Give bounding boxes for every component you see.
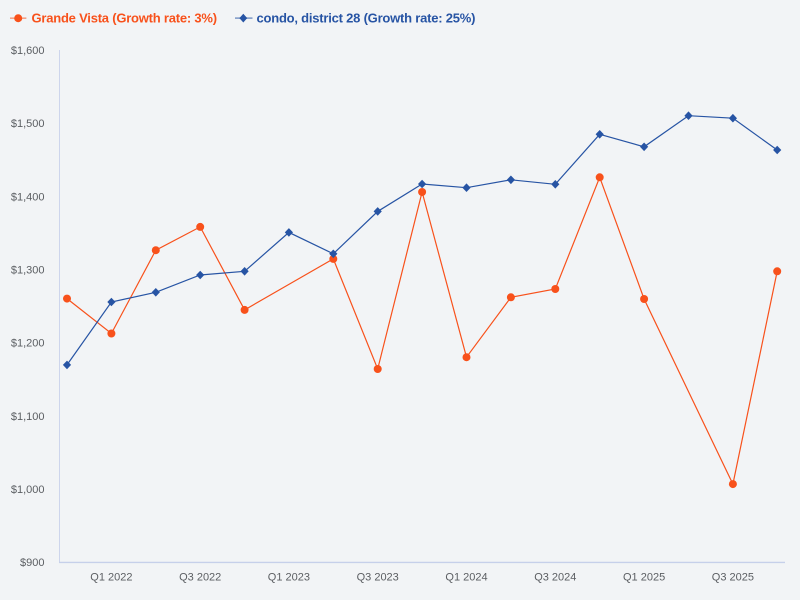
svg-text:condo, district 28 (Growth rat: condo, district 28 (Growth rate: 25%) [257,11,476,26]
svg-text:$1,300: $1,300 [11,265,45,277]
svg-text:$1,400: $1,400 [11,191,45,203]
svg-text:Q3 2023: Q3 2023 [357,571,399,583]
svg-text:$1,500: $1,500 [11,118,45,130]
svg-text:Q1 2024: Q1 2024 [445,571,487,583]
svg-text:Q1 2023: Q1 2023 [268,571,310,583]
svg-text:Q3 2022: Q3 2022 [179,571,221,583]
svg-text:Q1 2022: Q1 2022 [90,571,132,583]
svg-text:Q3 2024: Q3 2024 [534,571,576,583]
svg-text:Grande Vista (Growth rate: 3%): Grande Vista (Growth rate: 3%) [32,11,217,26]
svg-text:$1,200: $1,200 [11,338,45,350]
svg-text:$1,000: $1,000 [11,484,45,496]
svg-text:Q1 2025: Q1 2025 [623,571,665,583]
svg-text:$1,600: $1,600 [11,45,45,57]
svg-text:$1,100: $1,100 [11,411,45,423]
svg-text:Q3 2025: Q3 2025 [712,571,754,583]
svg-text:$900: $900 [20,557,44,569]
